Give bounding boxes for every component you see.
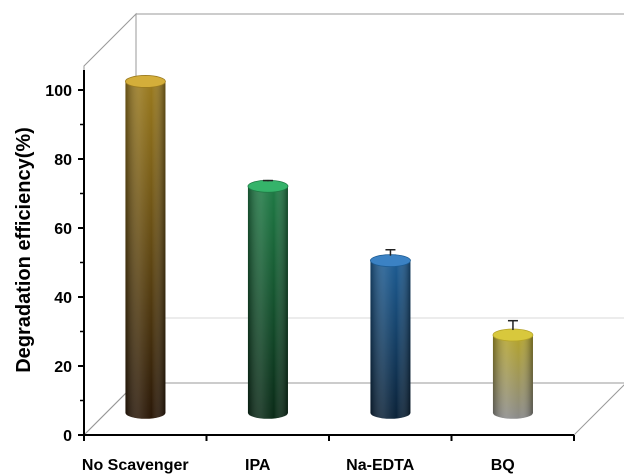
bars — [125, 75, 534, 419]
bar-shading — [247, 186, 288, 419]
bar-top — [125, 75, 166, 88]
y-tick-label: 40 — [54, 290, 72, 307]
y-tick-label: 80 — [54, 152, 72, 169]
bar-bq — [492, 319, 534, 419]
y-axis-label: Degradation efficiency(%) — [13, 127, 35, 373]
bar-no-scavenger — [125, 75, 166, 419]
bar-ipa — [247, 179, 289, 419]
bar-shading — [370, 260, 411, 419]
x-axis: No Scavenger IPA Na-EDTA BQ — [82, 434, 575, 474]
y-tick-label: 0 — [63, 428, 72, 445]
x-tick-label: BQ — [491, 457, 515, 474]
x-tick-label: No Scavenger — [82, 457, 189, 474]
bar-top — [247, 179, 289, 193]
bar-na-edta — [370, 249, 411, 419]
bar-top — [370, 254, 411, 268]
y-tick-label: 100 — [45, 83, 72, 100]
y-axis: 0 20 40 60 80 100 — [45, 70, 85, 445]
bar-shading — [492, 335, 533, 419]
bar-shading — [125, 81, 166, 419]
y-tick-label: 60 — [54, 221, 72, 238]
y-tick-label: 20 — [54, 359, 72, 376]
x-tick-label: IPA — [245, 457, 271, 474]
bar-top — [492, 328, 534, 342]
x-tick-label: Na-EDTA — [346, 457, 415, 474]
